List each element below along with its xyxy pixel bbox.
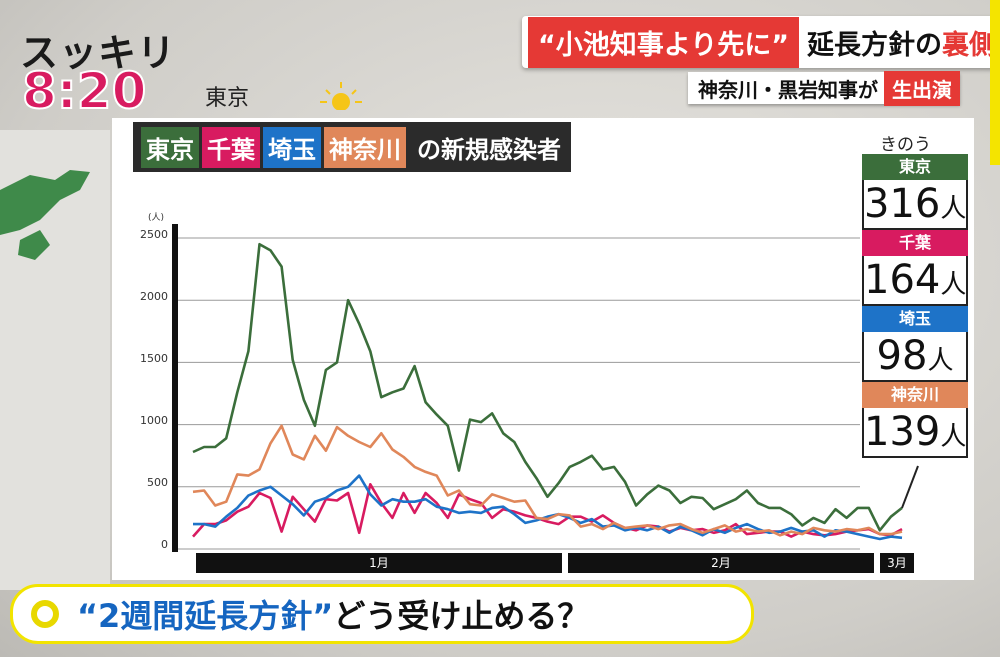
japan-map-icon bbox=[0, 170, 90, 260]
y-tick-2500: 2500 bbox=[140, 228, 168, 241]
tokyo-count: 316人 bbox=[862, 180, 968, 230]
y-tick-1500: 1500 bbox=[140, 352, 168, 365]
lower-third: “2週間延長方針” どう受け止める？ bbox=[10, 584, 754, 644]
headline-sub-badge: 生出演 bbox=[884, 70, 960, 106]
headline-emphasis: 裏側 bbox=[941, 29, 996, 61]
sun-icon bbox=[320, 82, 362, 110]
y-tick-1000: 1000 bbox=[140, 414, 168, 427]
map-panel bbox=[0, 130, 110, 590]
tokyo-label: 東京 bbox=[862, 154, 968, 180]
headline-sub-text: 神奈川・黒岩知事が bbox=[698, 77, 878, 102]
lower-quote: “2週間延長方針” bbox=[77, 597, 334, 635]
daily-count-panel: 東京 316人 千葉 164人 埼玉 98人 神奈川 139人 bbox=[862, 154, 968, 458]
saitama-count-unit: 人 bbox=[927, 346, 954, 376]
title-saitama: 埼玉 bbox=[263, 126, 321, 168]
headline-text: 延長方針の bbox=[806, 29, 942, 61]
kanagawa-count-value: 139 bbox=[864, 409, 941, 455]
chart-title: 東京 千葉 埼玉 神奈川 の新規感染者 bbox=[133, 122, 571, 172]
y-tick-2000: 2000 bbox=[140, 290, 168, 303]
kanagawa-count: 139人 bbox=[862, 408, 968, 458]
month-mar: 3月 bbox=[880, 553, 914, 573]
weather-city: 東京 bbox=[205, 86, 250, 111]
month-feb: 2月 bbox=[568, 553, 874, 573]
clock-time: 8:20 bbox=[21, 61, 147, 121]
y-tick-500: 500 bbox=[147, 476, 168, 489]
chiba-count: 164人 bbox=[862, 256, 968, 306]
y-tick-0: 0 bbox=[161, 538, 168, 551]
chiba-label: 千葉 bbox=[862, 230, 968, 256]
accent-bar bbox=[990, 0, 1000, 165]
title-suffix: の新規感染者 bbox=[417, 135, 561, 164]
chart-card bbox=[112, 118, 974, 580]
y-axis-unit: (人) bbox=[148, 213, 165, 223]
saitama-count: 98人 bbox=[862, 332, 968, 382]
title-chiba: 千葉 bbox=[202, 126, 260, 168]
tokyo-count-unit: 人 bbox=[940, 194, 967, 224]
show-name: スッキリ bbox=[20, 31, 177, 75]
lower-question: どう受け止める？ bbox=[333, 597, 590, 635]
headline-main: “小池知事より先に” 延長方針の 裏側 bbox=[522, 16, 1000, 68]
title-kanagawa: 神奈川 bbox=[324, 126, 406, 168]
kanagawa-label: 神奈川 bbox=[862, 382, 968, 408]
title-tokyo: 東京 bbox=[141, 126, 199, 168]
ring-icon bbox=[31, 600, 59, 628]
saitama-label: 埼玉 bbox=[862, 306, 968, 332]
saitama-count-value: 98 bbox=[876, 333, 928, 379]
tokyo-count-value: 316 bbox=[864, 181, 941, 227]
chiba-count-value: 164 bbox=[864, 257, 941, 303]
kanagawa-count-unit: 人 bbox=[940, 422, 967, 452]
headline-quote: “小池知事より先に” bbox=[528, 16, 799, 68]
chiba-count-unit: 人 bbox=[940, 270, 967, 300]
sidebar-caption: きのう bbox=[880, 135, 931, 155]
month-jan: 1月 bbox=[196, 553, 562, 573]
headline-sub: 神奈川・黒岩知事が 生出演 bbox=[688, 70, 960, 106]
